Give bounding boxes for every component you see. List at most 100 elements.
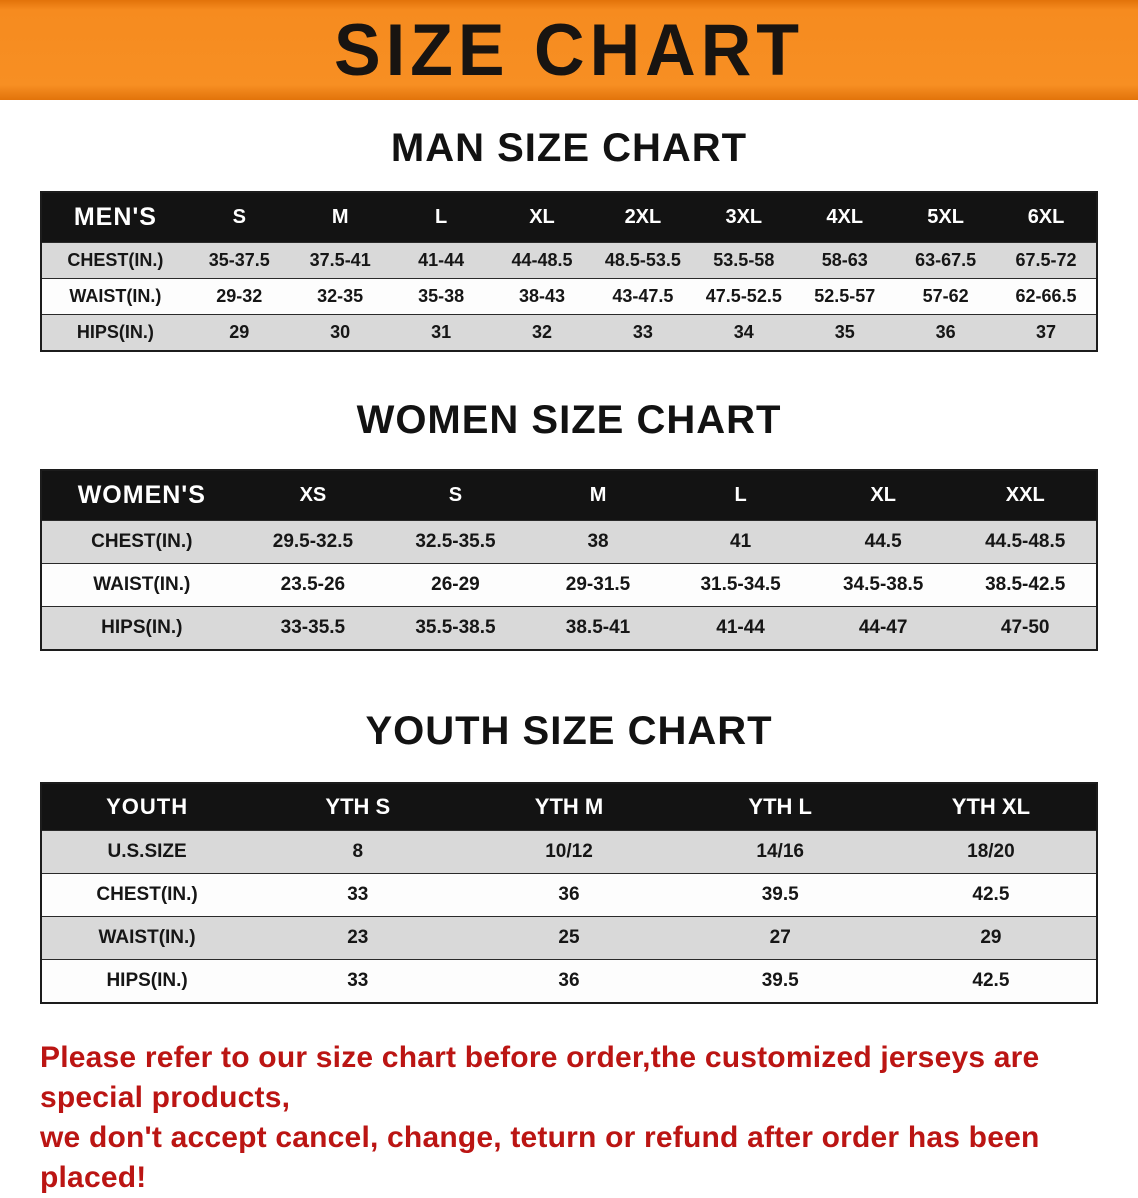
size-column-header: L <box>390 191 492 243</box>
footer-disclaimer-line2: we don't accept cancel, change, teturn o… <box>40 1120 1040 1194</box>
size-value-cell: 47.5-52.5 <box>693 278 795 315</box>
size-value-cell: 44.5-48.5 <box>954 520 1097 564</box>
table-row: HIPS(IN.) 29 30 31 32 33 34 35 36 37 <box>41 314 1097 352</box>
table-corner-label: MEN'S <box>41 191 189 243</box>
table-header-row: MEN'S S M L XL 2XL 3XL 4XL 5XL 6XL <box>41 191 1097 243</box>
size-value-cell: 42.5 <box>885 873 1097 917</box>
size-value-cell: 33 <box>592 314 694 352</box>
size-value-cell: 41-44 <box>390 242 492 279</box>
size-column-header: M <box>289 191 391 243</box>
size-column-header: YTH L <box>674 782 886 831</box>
row-label: CHEST(IN.) <box>41 242 189 279</box>
size-chart-banner: SIZE CHART <box>0 0 1138 100</box>
size-value-cell: 35 <box>794 314 896 352</box>
size-value-cell: 29 <box>885 916 1097 960</box>
row-label: WAIST(IN.) <box>41 278 189 315</box>
size-column-header: XL <box>811 469 955 521</box>
size-value-cell: 41-44 <box>669 606 812 651</box>
size-value-cell: 53.5-58 <box>693 242 795 279</box>
row-label: CHEST(IN.) <box>41 873 253 917</box>
size-value-cell: 35.5-38.5 <box>384 606 527 651</box>
table-row: HIPS(IN.) 33 36 39.5 42.5 <box>41 959 1097 1004</box>
table-corner-label: YOUTH <box>41 782 253 831</box>
size-value-cell: 36 <box>463 873 675 917</box>
size-value-cell: 37.5-41 <box>289 242 391 279</box>
size-value-cell: 52.5-57 <box>794 278 896 315</box>
size-value-cell: 32.5-35.5 <box>384 520 527 564</box>
size-column-header: YTH XL <box>885 782 1097 831</box>
table-row: CHEST(IN.) 29.5-32.5 32.5-35.5 38 41 44.5 44.5… <box>41 520 1097 564</box>
size-value-cell: 33 <box>252 959 464 1004</box>
size-column-header: L <box>669 469 812 521</box>
table-header-row: YOUTH YTH S YTH M YTH L YTH XL <box>41 782 1097 831</box>
size-value-cell: 18/20 <box>885 830 1097 874</box>
size-column-header: S <box>188 191 290 243</box>
size-value-cell: 48.5-53.5 <box>592 242 694 279</box>
men-size-table: MEN'S S M L XL 2XL 3XL 4XL 5XL 6XL CHEST(IN.) 35-37… <box>40 191 1098 352</box>
size-column-header: 3XL <box>693 191 795 243</box>
table-row: U.S.SIZE 8 10/12 14/16 18/20 <box>41 830 1097 874</box>
size-value-cell: 29-32 <box>188 278 290 315</box>
size-value-cell: 23 <box>252 916 464 960</box>
size-column-header: 2XL <box>592 191 694 243</box>
size-column-header: XXL <box>954 469 1097 521</box>
size-value-cell: 26-29 <box>384 563 527 607</box>
size-value-cell: 42.5 <box>885 959 1097 1004</box>
size-value-cell: 23.5-26 <box>241 563 385 607</box>
size-value-cell: 31.5-34.5 <box>669 563 812 607</box>
size-value-cell: 33-35.5 <box>241 606 385 651</box>
size-value-cell: 43-47.5 <box>592 278 694 315</box>
size-value-cell: 8 <box>252 830 464 874</box>
size-value-cell: 29 <box>188 314 290 352</box>
size-value-cell: 36 <box>463 959 675 1004</box>
row-label: HIPS(IN.) <box>41 606 242 651</box>
size-value-cell: 32-35 <box>289 278 391 315</box>
table-row: HIPS(IN.) 33-35.5 35.5-38.5 38.5-41 41-44 44-… <box>41 606 1097 651</box>
table-row: WAIST(IN.) 23 25 27 29 <box>41 916 1097 960</box>
table-row: WAIST(IN.) 23.5-26 26-29 29-31.5 31.5-34.5 34… <box>41 563 1097 607</box>
size-value-cell: 67.5-72 <box>996 242 1097 279</box>
size-value-cell: 14/16 <box>674 830 886 874</box>
size-column-header: 6XL <box>996 191 1097 243</box>
size-value-cell: 30 <box>289 314 391 352</box>
size-value-cell: 57-62 <box>895 278 997 315</box>
row-label: WAIST(IN.) <box>41 916 253 960</box>
size-value-cell: 38.5-41 <box>526 606 670 651</box>
men-section-title: MAN SIZE CHART <box>390 126 748 170</box>
size-value-cell: 39.5 <box>674 959 886 1004</box>
size-value-cell: 58-63 <box>794 242 896 279</box>
size-value-cell: 10/12 <box>463 830 675 874</box>
size-value-cell: 62-66.5 <box>996 278 1097 315</box>
table-corner-label: WOMEN'S <box>41 469 242 521</box>
row-label: HIPS(IN.) <box>41 959 253 1004</box>
women-size-table: WOMEN'S XS S M L XL XXL CHEST(IN.) 29.5-32.5 32.5… <box>40 469 1098 651</box>
size-value-cell: 34.5-38.5 <box>811 563 955 607</box>
size-value-cell: 38.5-42.5 <box>954 563 1097 607</box>
row-label: U.S.SIZE <box>41 830 253 874</box>
size-value-cell: 36 <box>895 314 997 352</box>
size-value-cell: 47-50 <box>954 606 1097 651</box>
size-column-header: M <box>526 469 670 521</box>
size-value-cell: 63-67.5 <box>895 242 997 279</box>
size-value-cell: 35-38 <box>390 278 492 315</box>
table-row: CHEST(IN.) 33 36 39.5 42.5 <box>41 873 1097 917</box>
size-value-cell: 29.5-32.5 <box>241 520 385 564</box>
size-value-cell: 41 <box>669 520 812 564</box>
women-section-title: WOMEN SIZE CHART <box>356 398 782 442</box>
size-value-cell: 44.5 <box>811 520 955 564</box>
size-value-cell: 27 <box>674 916 886 960</box>
footer-disclaimer: Please refer to our size chart before or… <box>40 1038 1110 1198</box>
size-value-cell: 44-47 <box>811 606 955 651</box>
size-column-header: 4XL <box>794 191 896 243</box>
size-column-header: S <box>384 469 527 521</box>
size-value-cell: 31 <box>390 314 492 352</box>
size-value-cell: 37 <box>996 314 1097 352</box>
row-label: HIPS(IN.) <box>41 314 189 352</box>
size-value-cell: 29-31.5 <box>526 563 670 607</box>
size-value-cell: 33 <box>252 873 464 917</box>
footer-disclaimer-line1: Please refer to our size chart before or… <box>40 1041 1040 1114</box>
size-value-cell: 25 <box>463 916 675 960</box>
size-value-cell: 39.5 <box>674 873 886 917</box>
size-value-cell: 35-37.5 <box>188 242 290 279</box>
size-value-cell: 38 <box>526 520 670 564</box>
